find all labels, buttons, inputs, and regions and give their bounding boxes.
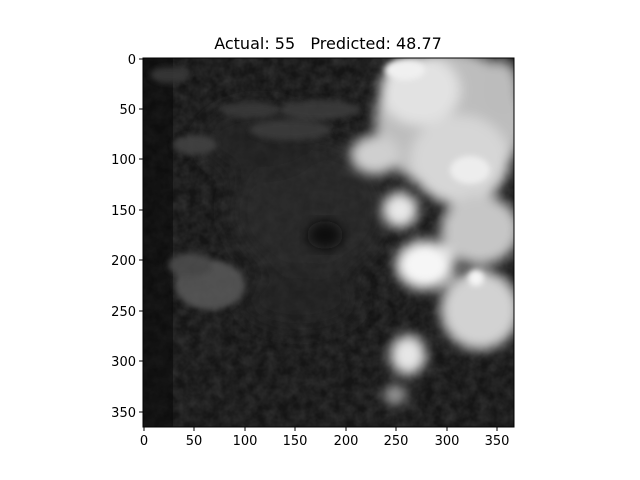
x-tick-label: 100 [233, 434, 258, 449]
y-tick-label: 150 [111, 204, 136, 219]
plot-frame [142, 57, 515, 428]
plot-title: Actual: 55 Predicted: 48.77 [214, 34, 442, 53]
y-tick-label: 350 [111, 406, 136, 421]
x-tick-label: 350 [485, 434, 510, 449]
x-tick-label: 50 [186, 434, 203, 449]
x-tick-label: 0 [140, 434, 148, 449]
x-tick-label: 250 [384, 434, 409, 449]
x-tick-label: 200 [334, 434, 359, 449]
y-tick-label: 100 [111, 153, 136, 168]
x-axis: 0 50 100 150 200 250 300 350 [140, 427, 510, 449]
y-axis: 0 50 100 150 200 250 300 350 [111, 53, 143, 421]
x-tick-label: 300 [435, 434, 460, 449]
x-tick-label: 150 [283, 434, 308, 449]
y-tick-label: 250 [111, 305, 136, 320]
y-tick-label: 200 [111, 254, 136, 269]
y-tick-label: 50 [119, 103, 136, 118]
y-tick-label: 300 [111, 355, 136, 370]
satellite-image [143, 58, 514, 427]
y-tick-label: 0 [128, 53, 136, 68]
